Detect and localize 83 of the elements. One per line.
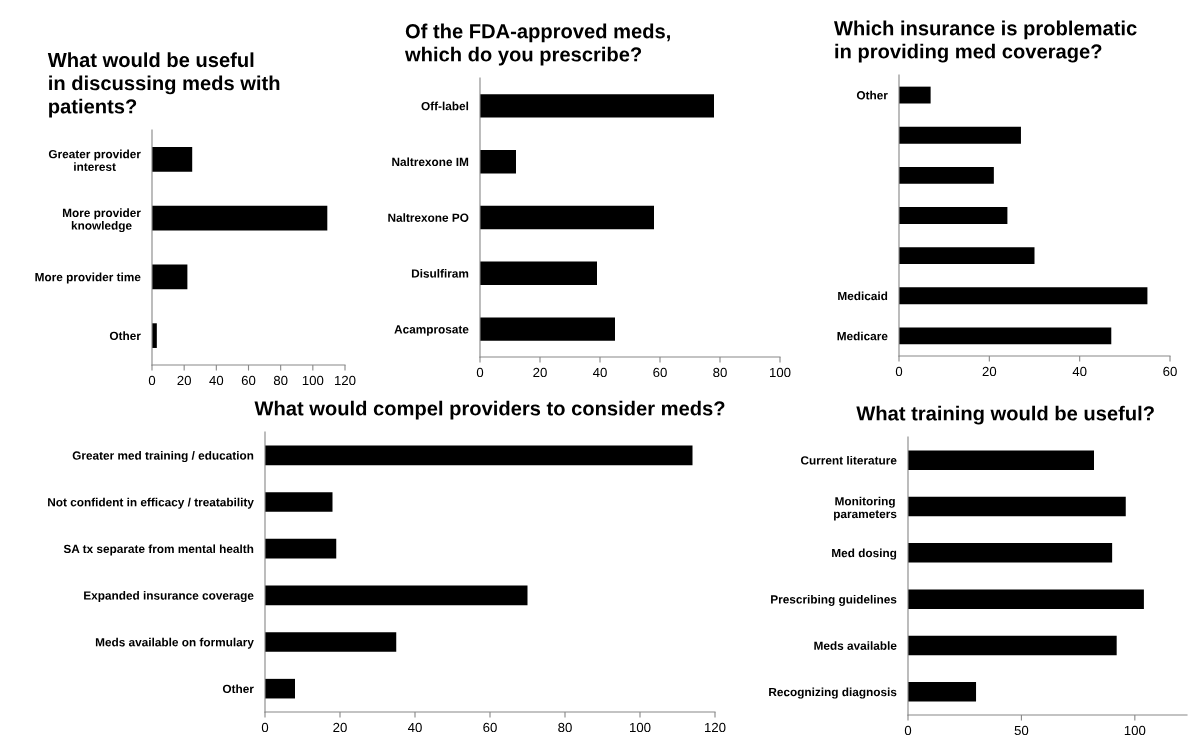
x-tick-label: 0 <box>895 366 903 377</box>
chart-title: What would be useful in discussing meds with patients? <box>47 52 280 118</box>
y-tick-label: SA tx separate from mental health <box>63 544 254 556</box>
y-tick-label: Off-label <box>421 101 469 111</box>
x-tick-label: 0 <box>904 725 912 736</box>
bar <box>480 94 714 118</box>
bar <box>152 264 188 290</box>
bar <box>908 635 1117 656</box>
y-tick-label: Greater provider interest <box>48 149 141 171</box>
chart-title: Of the FDA-approved meds, which do you prescribe? <box>404 23 670 66</box>
x-tick-label: 80 <box>713 367 727 378</box>
bar <box>899 327 1112 345</box>
x-tick-label: 40 <box>407 722 422 733</box>
y-tick-label: More provider time <box>35 272 141 284</box>
bar <box>899 86 931 104</box>
x-tick-label: 20 <box>177 375 191 386</box>
y-tick-label: Medicare <box>837 331 888 341</box>
bar <box>908 589 1144 609</box>
x-tick-label: 60 <box>241 375 256 386</box>
y-tick-label: Current literature <box>800 455 897 465</box>
y-tick-label: Other <box>856 90 888 100</box>
y-tick-label: Greater med training / education <box>72 451 254 463</box>
y-tick-label: Not confident in efficacy / treatability <box>48 497 254 509</box>
y-tick-label: Meds available <box>814 641 897 650</box>
bar <box>908 450 1094 470</box>
x-tick-label: 0 <box>476 367 484 378</box>
x-tick-label: 120 <box>705 722 726 733</box>
y-tick-label: Monitoring parameters <box>834 496 897 521</box>
x-tick-label: 60 <box>1163 366 1177 377</box>
bar <box>265 445 693 466</box>
bar <box>480 205 654 230</box>
y-tick-label: Disulfiram <box>411 269 469 278</box>
bar <box>265 492 333 512</box>
y-tick-label: Naltrexone PO <box>388 213 469 222</box>
bar <box>899 126 1021 144</box>
y-tick-label: Medicaid <box>838 291 888 301</box>
y-tick-label: Other <box>222 684 254 694</box>
chart-title: Which insurance is problematic in providing med coverage? <box>833 20 1137 63</box>
x-tick-label: 80 <box>558 722 572 733</box>
y-tick-label: Prescribing guidelines <box>771 594 897 606</box>
x-tick-label: 40 <box>592 367 607 378</box>
x-tick-label: 100 <box>302 375 324 386</box>
y-tick-label: Meds available on formulary <box>95 637 254 649</box>
bar <box>899 207 1008 224</box>
chart-title: What training would be useful? <box>856 405 1154 425</box>
x-tick-label: 20 <box>333 722 347 733</box>
y-tick-label: Recognizing diagnosis <box>769 687 897 699</box>
bar <box>908 543 1113 563</box>
bar <box>265 678 295 699</box>
chart-title: What would compel providers to consider meds? <box>254 400 725 420</box>
y-tick-label: Med dosing <box>832 548 897 560</box>
y-tick-label: Naltrexone IM <box>392 157 469 167</box>
y-tick-label: Expanded insurance coverage <box>84 591 254 603</box>
x-tick-label: 40 <box>209 375 224 386</box>
x-tick-label: 100 <box>770 367 791 378</box>
x-tick-label: 50 <box>1014 725 1029 736</box>
bar <box>899 287 1148 305</box>
bar <box>899 166 994 184</box>
bar <box>265 538 337 559</box>
x-tick-label: 40 <box>1072 366 1087 377</box>
x-tick-label: 100 <box>1124 725 1146 736</box>
y-tick-label: Other <box>109 331 141 341</box>
y-tick-label: Acamprosate <box>394 325 469 336</box>
bar <box>265 632 397 652</box>
x-tick-label: 100 <box>630 722 651 733</box>
bar <box>908 496 1126 517</box>
bar <box>480 317 615 341</box>
bar <box>908 682 977 702</box>
bar <box>480 149 516 174</box>
x-tick-label: 0 <box>148 375 156 386</box>
x-tick-label: 20 <box>533 367 547 378</box>
x-tick-label: 20 <box>982 366 997 377</box>
bar <box>899 247 1035 265</box>
x-tick-label: 80 <box>273 375 288 386</box>
x-tick-label: 120 <box>335 375 356 386</box>
bar <box>265 585 528 606</box>
bar <box>152 205 328 231</box>
x-tick-label: 60 <box>653 367 667 378</box>
bar <box>480 261 597 286</box>
x-tick-label: 0 <box>261 722 269 733</box>
y-tick-label: More provider knowledge <box>62 208 141 233</box>
bar <box>152 147 193 172</box>
x-tick-label: 60 <box>483 722 497 733</box>
